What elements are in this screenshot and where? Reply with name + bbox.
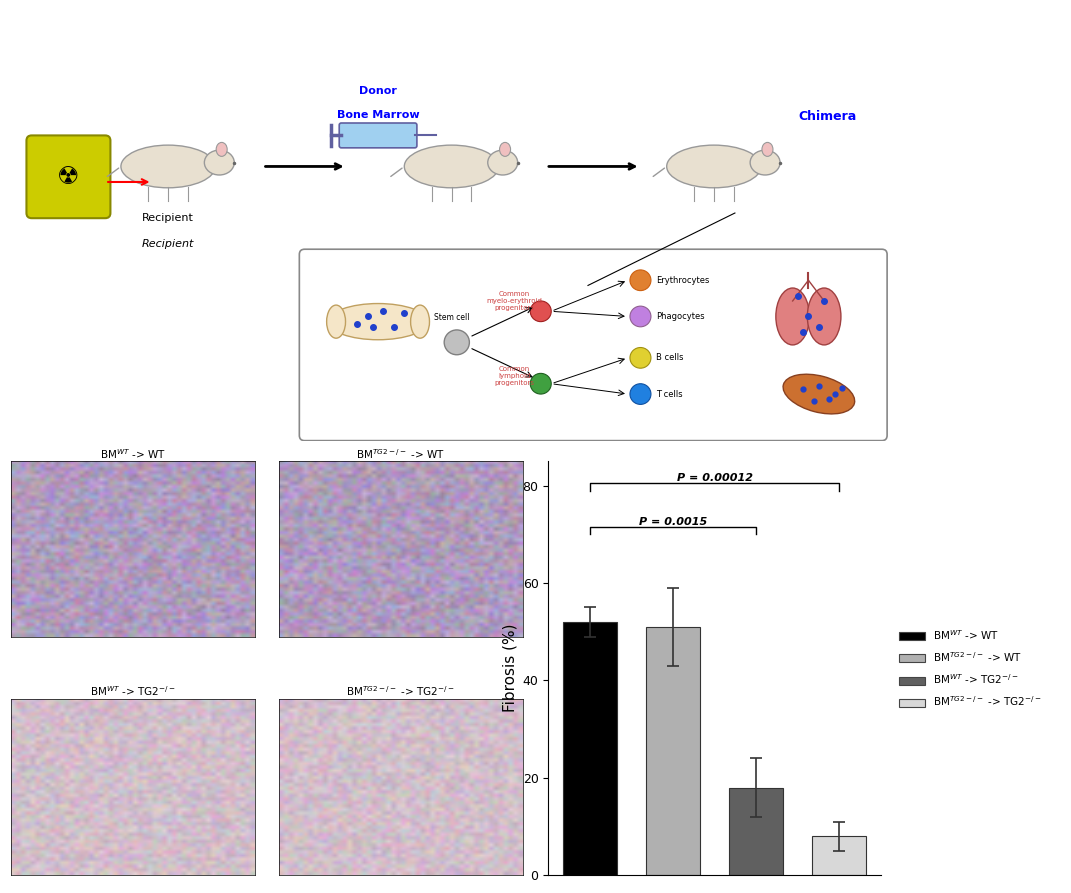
Ellipse shape xyxy=(121,146,215,188)
Ellipse shape xyxy=(327,305,346,338)
Ellipse shape xyxy=(216,142,227,156)
Text: Common
lymphoid
progenitors: Common lymphoid progenitors xyxy=(495,366,534,386)
Ellipse shape xyxy=(328,304,428,339)
Text: Donor: Donor xyxy=(359,86,397,96)
FancyBboxPatch shape xyxy=(299,249,887,440)
Text: T cells: T cells xyxy=(657,389,683,398)
Ellipse shape xyxy=(499,142,511,156)
Circle shape xyxy=(530,373,552,394)
Circle shape xyxy=(630,306,651,327)
Circle shape xyxy=(630,384,651,405)
Text: Bone Marrow: Bone Marrow xyxy=(336,110,420,120)
Text: Chimera: Chimera xyxy=(798,110,856,123)
Ellipse shape xyxy=(750,150,780,175)
Ellipse shape xyxy=(410,305,429,338)
Bar xyxy=(812,836,866,875)
Ellipse shape xyxy=(405,146,499,188)
Text: Recipient: Recipient xyxy=(142,213,194,223)
Text: ☢: ☢ xyxy=(57,165,79,188)
Circle shape xyxy=(630,347,651,368)
Text: Common
myelo-erythroid
progenitors: Common myelo-erythroid progenitors xyxy=(486,290,542,311)
Legend: BM$^{WT}$ -> WT, BM$^{TG2-/-}$ -> WT, BM$^{WT}$ -> TG2$^{-/-}$, BM$^{TG2-/-}$ ->: BM$^{WT}$ -> WT, BM$^{TG2-/-}$ -> WT, BM… xyxy=(899,628,1042,708)
Text: Phagocytes: Phagocytes xyxy=(657,312,705,321)
FancyBboxPatch shape xyxy=(27,136,110,218)
Ellipse shape xyxy=(667,146,761,188)
Bar xyxy=(563,622,617,875)
Title: BM$^{TG2-/-}$ -> WT: BM$^{TG2-/-}$ -> WT xyxy=(357,446,446,461)
Ellipse shape xyxy=(205,150,235,175)
Circle shape xyxy=(630,270,651,290)
Text: P = 0.00012: P = 0.00012 xyxy=(677,472,753,483)
Circle shape xyxy=(530,301,552,321)
Text: P = 0.0015: P = 0.0015 xyxy=(639,517,708,527)
Bar xyxy=(729,788,783,875)
Text: B cells: B cells xyxy=(657,354,683,363)
Ellipse shape xyxy=(487,150,517,175)
Title: BM$^{WT}$ -> TG2$^{-/-}$: BM$^{WT}$ -> TG2$^{-/-}$ xyxy=(90,684,176,698)
Ellipse shape xyxy=(783,374,855,413)
Y-axis label: Fibrosis (%): Fibrosis (%) xyxy=(502,624,517,713)
FancyBboxPatch shape xyxy=(340,123,417,148)
Ellipse shape xyxy=(775,288,810,345)
Ellipse shape xyxy=(761,142,773,156)
Circle shape xyxy=(444,330,469,355)
Title: BM$^{TG2-/-}$ -> TG2$^{-/-}$: BM$^{TG2-/-}$ -> TG2$^{-/-}$ xyxy=(346,684,455,698)
Text: Stem cell: Stem cell xyxy=(434,313,469,321)
Ellipse shape xyxy=(808,288,841,345)
Text: Recipient: Recipient xyxy=(142,239,194,249)
Text: Erythrocytes: Erythrocytes xyxy=(657,276,710,285)
Title: BM$^{WT}$ -> WT: BM$^{WT}$ -> WT xyxy=(100,446,165,461)
Bar xyxy=(647,627,700,875)
